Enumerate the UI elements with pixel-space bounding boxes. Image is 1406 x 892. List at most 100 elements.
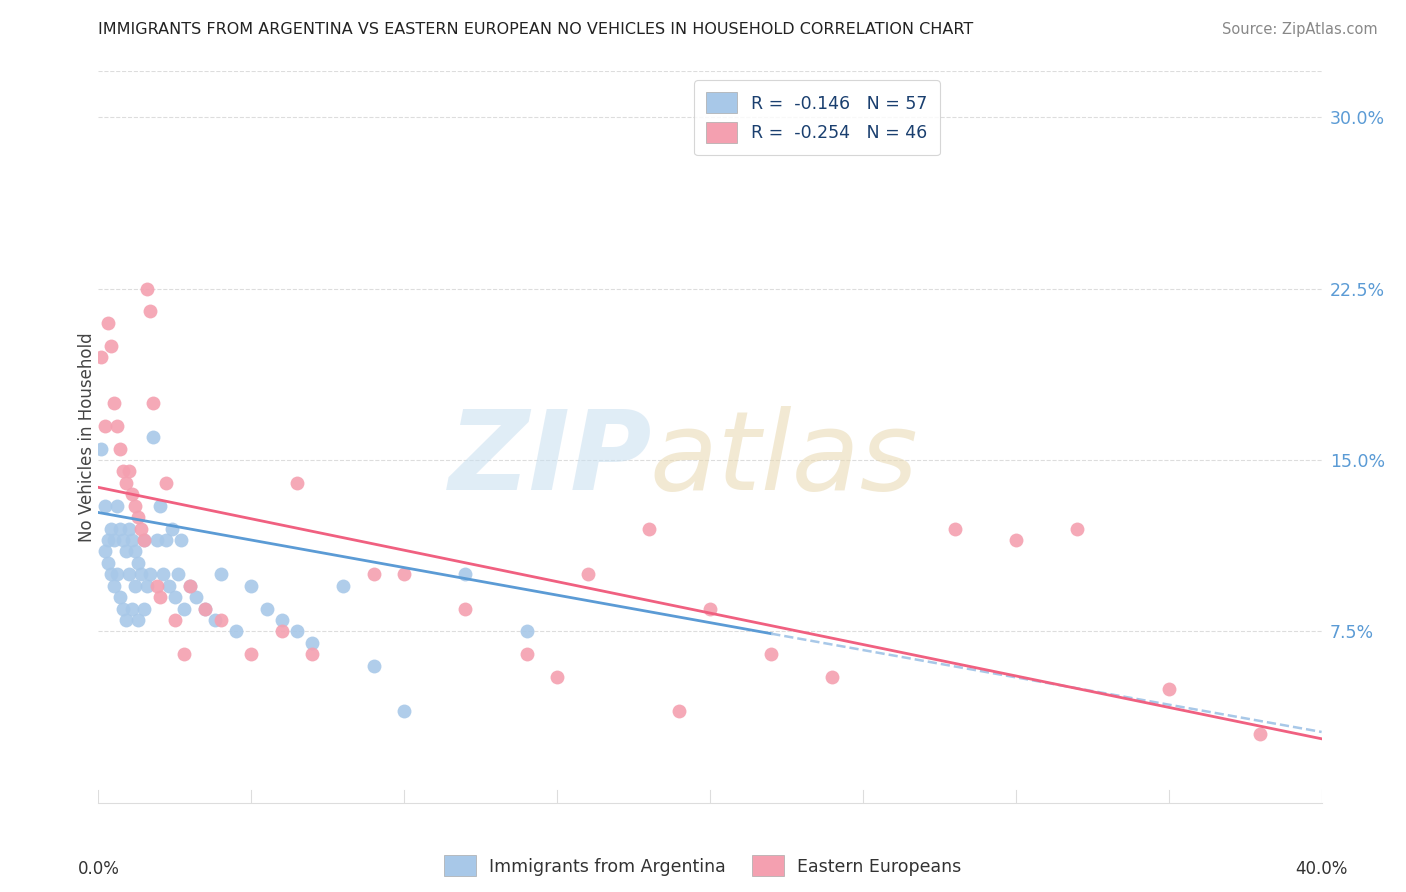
Point (118, 464, 141, 478)
Point (637, 521, 661, 535)
Point (100, 521, 122, 535)
Point (115, 613, 138, 627)
Point (163, 613, 186, 627)
Point (149, 590, 172, 604)
Point (127, 556, 149, 570)
Point (332, 579, 354, 593)
Point (152, 567, 174, 582)
Point (121, 533, 143, 547)
Point (759, 647, 782, 661)
Point (100, 567, 122, 582)
Point (97, 316, 120, 330)
Point (145, 579, 167, 593)
Point (167, 567, 190, 582)
Point (124, 544, 146, 558)
Point (100, 338, 122, 352)
Legend: R =  -0.146   N = 57, R =  -0.254   N = 46: R = -0.146 N = 57, R = -0.254 N = 46 (695, 80, 939, 155)
Point (111, 464, 134, 478)
Point (93, 499, 115, 513)
Point (108, 442, 131, 456)
Point (170, 533, 193, 547)
Point (204, 613, 226, 627)
Point (576, 567, 599, 582)
Point (121, 487, 143, 501)
Point (124, 499, 146, 513)
Point (392, 567, 416, 582)
Point (105, 499, 128, 513)
Point (821, 670, 844, 684)
Text: IMMIGRANTS FROM ARGENTINA VS EASTERN EUROPEAN NO VEHICLES IN HOUSEHOLD CORRELATI: IMMIGRANTS FROM ARGENTINA VS EASTERN EUR… (98, 22, 974, 37)
Point (194, 601, 217, 615)
Point (105, 418, 128, 433)
Text: ZIP: ZIP (450, 406, 652, 513)
Point (155, 475, 177, 490)
Point (115, 544, 138, 558)
Point (225, 624, 247, 639)
Text: Source: ZipAtlas.com: Source: ZipAtlas.com (1222, 22, 1378, 37)
Point (179, 579, 201, 593)
Legend: Immigrants from Argentina, Eastern Europeans: Immigrants from Argentina, Eastern Europ… (437, 848, 969, 883)
Point (186, 590, 208, 604)
Point (157, 579, 180, 593)
Point (134, 601, 156, 615)
Point (699, 601, 721, 615)
Point (118, 521, 141, 535)
Point (163, 590, 186, 604)
Point (516, 647, 538, 661)
Point (134, 533, 156, 547)
Point (134, 533, 156, 547)
Point (179, 579, 201, 593)
Point (194, 601, 217, 615)
Point (103, 533, 125, 547)
Point (668, 705, 690, 719)
Point (90, 350, 112, 364)
Text: atlas: atlas (650, 406, 918, 513)
Point (363, 567, 385, 582)
Point (90, 442, 112, 456)
Point (139, 304, 162, 318)
Point (93, 544, 115, 558)
Point (127, 510, 149, 524)
Point (516, 624, 538, 639)
Point (285, 624, 308, 639)
Point (392, 705, 416, 719)
Point (115, 475, 138, 490)
Point (93, 418, 115, 433)
Point (1157, 681, 1180, 696)
Point (943, 521, 966, 535)
Point (256, 601, 278, 615)
Point (454, 601, 477, 615)
Point (240, 579, 263, 593)
Point (1249, 727, 1271, 741)
Point (129, 521, 152, 535)
Text: 40.0%: 40.0% (1295, 860, 1348, 878)
Point (103, 579, 125, 593)
Point (363, 658, 385, 673)
Point (111, 601, 134, 615)
Point (1066, 521, 1088, 535)
Text: 0.0%: 0.0% (77, 860, 120, 878)
Point (136, 579, 159, 593)
Point (173, 601, 195, 615)
Point (139, 567, 162, 582)
Point (108, 521, 131, 535)
Point (97, 556, 120, 570)
Point (270, 624, 292, 639)
Point (124, 579, 146, 593)
Point (136, 281, 159, 295)
Point (145, 533, 167, 547)
Point (97, 533, 120, 547)
Point (108, 590, 131, 604)
Point (240, 647, 263, 661)
Point (270, 613, 292, 627)
Point (173, 647, 195, 661)
Point (160, 521, 183, 535)
Point (129, 567, 152, 582)
Point (149, 499, 172, 513)
Point (105, 567, 128, 582)
Y-axis label: No Vehicles in Household: No Vehicles in Household (79, 332, 96, 542)
Point (127, 613, 149, 627)
Point (1004, 533, 1026, 547)
Point (118, 567, 141, 582)
Point (301, 636, 323, 650)
